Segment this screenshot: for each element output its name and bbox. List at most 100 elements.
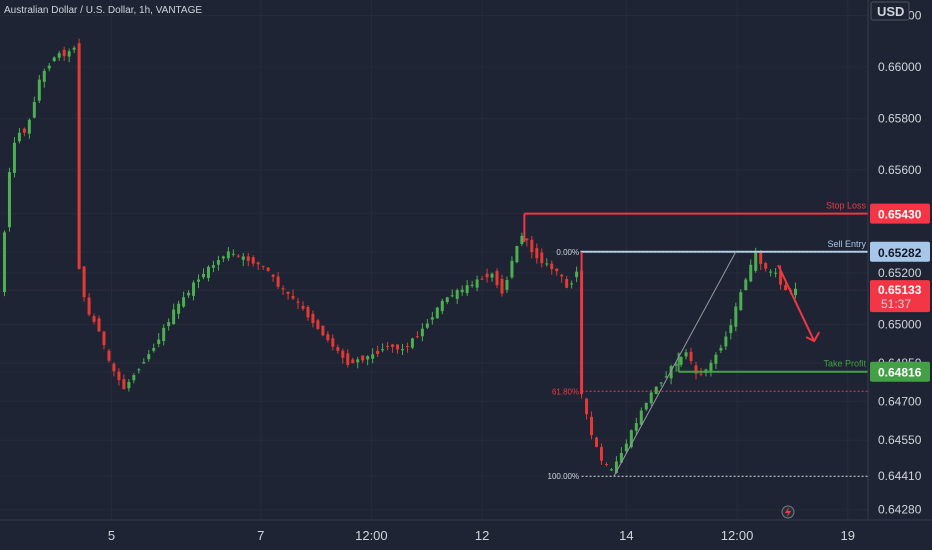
time-axis[interactable]: 5 7 12:00 12 14 12:00 19: [108, 528, 855, 543]
candle-body: [734, 306, 738, 327]
time-tick-label: 5: [108, 528, 115, 543]
candle-body: [560, 274, 564, 277]
candle-body: [545, 263, 549, 265]
candle-body: [231, 253, 235, 255]
candle-body: [540, 252, 544, 264]
candle-body: [371, 354, 375, 359]
candle-body: [306, 306, 310, 318]
candle-body: [679, 356, 683, 365]
candle-body: [236, 255, 240, 257]
price-tag-label: 0.65282: [878, 246, 922, 260]
candle-body: [609, 469, 613, 471]
candle-body: [520, 235, 524, 244]
candle-body: [92, 316, 96, 322]
candle-body: [575, 271, 579, 278]
projection-arrowhead: [805, 331, 821, 343]
plot-area[interactable]: [0, 0, 868, 520]
chart-title: Australian Dollar / U.S. Dollar, 1h, VAN…: [4, 5, 202, 16]
candle-body: [470, 284, 474, 286]
candle-body: [57, 53, 61, 58]
candle-body: [634, 423, 638, 431]
candle-body: [535, 248, 539, 259]
time-tick-label: 12: [475, 528, 489, 543]
price-tag-label: 0.64816: [878, 366, 922, 380]
candle-body: [779, 271, 783, 285]
candle-body: [480, 278, 484, 280]
candle-body: [271, 274, 275, 277]
candle-body: [37, 79, 41, 101]
currency-button[interactable]: [870, 1, 910, 21]
candle-body: [127, 381, 131, 389]
candle-body: [72, 47, 76, 50]
candle-body: [525, 238, 529, 241]
candle-body: [276, 276, 280, 287]
price-tag: [870, 203, 930, 224]
fib-label: 61.80%: [552, 387, 579, 396]
candle-body: [7, 172, 11, 228]
candle-body: [674, 364, 678, 366]
candle-body: [530, 239, 534, 253]
candle-body: [67, 51, 71, 57]
fib-trend-line: [613, 251, 737, 477]
candle-body: [152, 348, 156, 351]
price-tick-label: 0.65600: [878, 163, 922, 177]
candle-body: [420, 328, 424, 337]
candle-body: [555, 268, 559, 272]
candle-body: [500, 278, 504, 294]
candle-body: [381, 349, 385, 351]
price-tag: [870, 241, 930, 262]
candle-body: [585, 398, 589, 415]
current-price-label: 0.65133: [878, 283, 922, 297]
price-tick-label: 0.64280: [878, 503, 922, 517]
candle-body: [187, 292, 191, 296]
lightning-icon[interactable]: [781, 505, 795, 519]
candle-body: [137, 369, 141, 371]
candle-body: [87, 297, 91, 315]
candle-body: [689, 351, 693, 362]
candle-body: [490, 273, 494, 278]
candle-body: [97, 318, 101, 332]
candle-body: [485, 273, 489, 278]
sell-entry-label: Sell Entry: [827, 239, 866, 249]
candle-body: [719, 347, 723, 351]
projection-arrow: [777, 264, 816, 342]
candle-body: [211, 265, 215, 268]
candle-body: [699, 373, 703, 375]
candle-body: [266, 267, 270, 271]
candle-body: [396, 344, 400, 350]
candle-body: [366, 356, 370, 360]
candle-body: [639, 410, 643, 425]
candle-body: [331, 338, 335, 347]
candle-body: [122, 379, 126, 390]
candle-body: [316, 320, 320, 329]
candle-body: [256, 262, 260, 265]
price-tag-label: 0.65430: [878, 208, 922, 222]
candle-body: [341, 350, 345, 358]
candle-body: [261, 265, 265, 267]
candle-body: [201, 273, 205, 278]
candle-body: [729, 325, 733, 334]
candle-body: [216, 260, 220, 265]
candle-body: [769, 271, 773, 273]
candle-body: [784, 285, 788, 291]
candle-body: [754, 252, 758, 271]
candle-body: [495, 271, 499, 286]
candle-body: [157, 339, 161, 345]
candle-body: [142, 362, 146, 364]
price-axis[interactable]: 0.662000.660000.658000.656000.654300.652…: [870, 8, 930, 517]
candle-body: [356, 359, 360, 363]
candle-body: [659, 382, 663, 384]
candle-body: [694, 365, 698, 374]
candle-body: [246, 256, 250, 261]
time-tick-label: 19: [841, 528, 855, 543]
candle-body: [764, 263, 768, 269]
price-tick-label: 0.64410: [878, 469, 922, 483]
price-tag: [870, 361, 930, 382]
candle-body: [102, 331, 106, 346]
candle-body: [440, 300, 444, 312]
candle-body: [435, 307, 439, 319]
time-tick-label: 7: [257, 528, 264, 543]
candle-body: [445, 297, 449, 303]
candle-body: [27, 119, 31, 134]
